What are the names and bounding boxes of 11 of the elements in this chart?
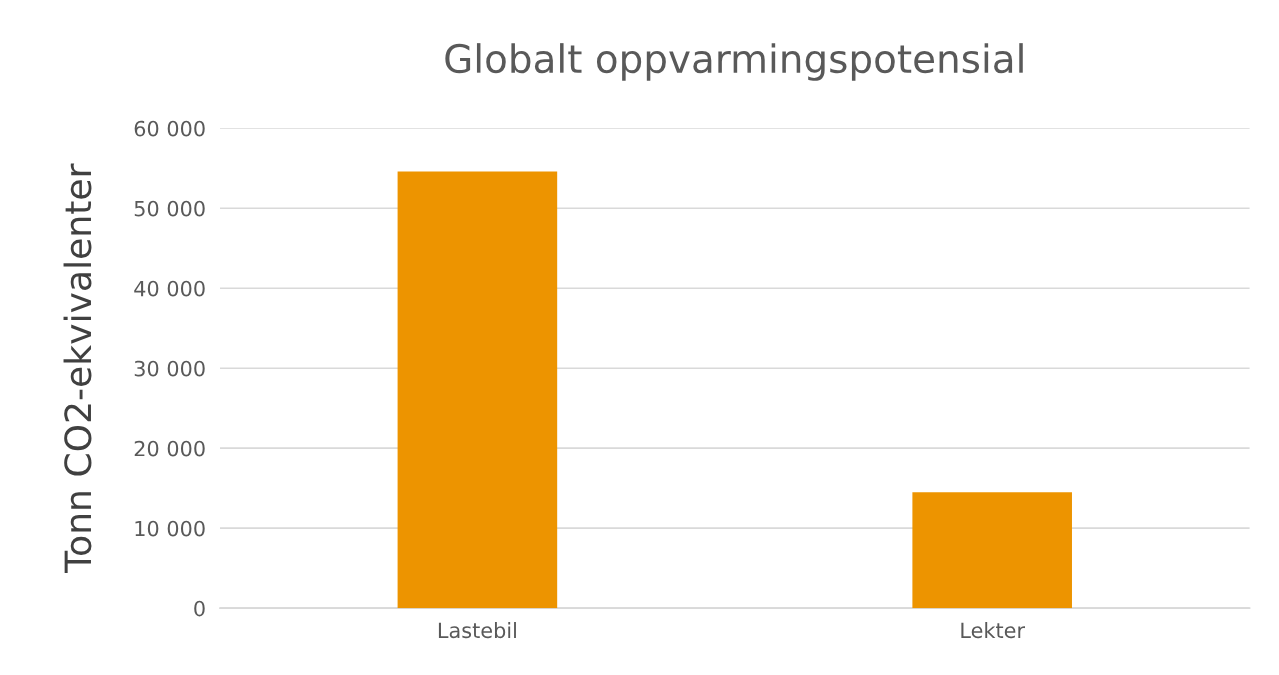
- y-tick-label: 30 000: [134, 360, 205, 377]
- y-tick-label: 20 000: [134, 440, 205, 457]
- y-tick-label: 10 000: [135, 520, 205, 537]
- chart-title: Globalt oppvarmingspotensial: [445, 43, 1023, 81]
- y-tick-label: 0: [194, 600, 205, 617]
- y-tick-label: 50 000: [134, 200, 205, 217]
- y-tick-label: 40 000: [134, 280, 205, 297]
- y-tick-label: 60 000: [134, 120, 205, 137]
- x-tick-label: Lekter: [961, 622, 1026, 639]
- x-tick-label: Lastebil: [438, 622, 516, 639]
- y-axis-title: Tonn CO2-ekvivalenter: [63, 163, 92, 573]
